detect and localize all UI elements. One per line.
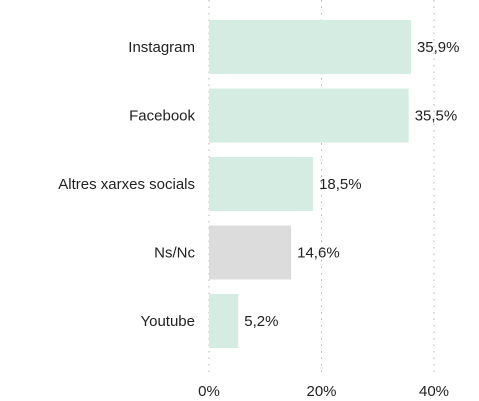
bar-youtube	[209, 294, 239, 348]
tick-layer: 0% 20% 40%	[198, 383, 449, 400]
category-label-altres-xarxes-socials: Altres xarxes socials	[58, 176, 195, 193]
x-tick-label: 40%	[419, 383, 449, 400]
value-label-youtube: 5,2%	[244, 313, 278, 330]
value-label-altres-xarxes-socials: 18,5%	[319, 176, 362, 193]
bar-facebook	[209, 88, 409, 143]
label-layer: Instagram 35,9% Facebook 35,5% Altres xarxes…	[58, 39, 459, 330]
category-label-ns-nc: Ns/Nc	[154, 245, 195, 262]
category-label-instagram: Instagram	[128, 39, 195, 56]
bar-altres-xarxes-socials	[209, 157, 314, 211]
bar-ns-nc	[209, 225, 292, 280]
category-label-youtube: Youtube	[140, 313, 195, 330]
value-label-instagram: 35,9%	[417, 39, 460, 56]
bar-layer	[209, 20, 411, 348]
value-label-facebook: 35,5%	[415, 108, 458, 125]
x-tick-label: 20%	[306, 383, 336, 400]
bar-instagram	[209, 20, 411, 74]
value-label-ns-nc: 14,6%	[297, 245, 340, 262]
category-label-facebook: Facebook	[129, 108, 195, 125]
x-tick-label: 0%	[198, 383, 220, 400]
